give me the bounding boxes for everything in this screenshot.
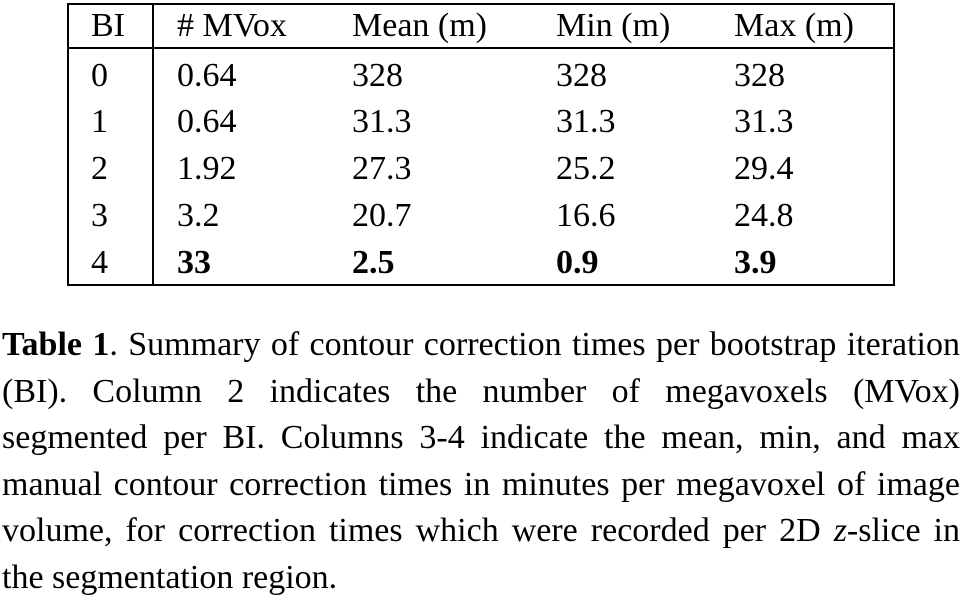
header-max: Max (m) xyxy=(734,5,893,49)
caption-text-end: -slice in the segmentation region. xyxy=(2,512,961,596)
results-table: BI # MVox Mean (m) Min (m) Max (m) 0 0.6… xyxy=(69,5,893,286)
cell-mean: 2.5 xyxy=(352,243,395,281)
table-header-row: BI # MVox Mean (m) Min (m) Max (m) xyxy=(69,5,893,49)
cell-bi: 1 xyxy=(69,98,154,145)
cell-mean: 27.3 xyxy=(352,149,412,187)
header-mean: Mean (m) xyxy=(352,5,556,49)
table-caption: Table 1. Summary of contour correction t… xyxy=(2,322,960,601)
cell-mean: 20.7 xyxy=(352,196,412,234)
cell-min: 328 xyxy=(556,56,607,94)
results-table-frame: BI # MVox Mean (m) Min (m) Max (m) 0 0.6… xyxy=(67,3,895,286)
cell-min: 31.3 xyxy=(556,102,616,140)
caption-text: Summary of contour correction times per … xyxy=(2,326,960,549)
cell-mean: 328 xyxy=(352,56,403,94)
cell-max: 31.3 xyxy=(734,102,794,140)
cell-max: 24.8 xyxy=(734,196,794,234)
cell-bi: 3 xyxy=(69,192,154,239)
cell-mvox: 1.92 xyxy=(177,149,237,187)
cell-bi: 0 xyxy=(69,48,154,98)
cell-bi: 4 xyxy=(69,239,154,286)
cell-bi: 2 xyxy=(69,145,154,192)
table-row: 3 3.2 20.7 16.6 24.8 xyxy=(69,192,893,239)
table-row-best: 4 33 2.5 0.9 3.9 xyxy=(69,239,893,286)
cell-mvox: 0.64 xyxy=(177,102,237,140)
cell-mean: 31.3 xyxy=(352,102,412,140)
cell-min: 16.6 xyxy=(556,196,616,234)
cell-max: 328 xyxy=(734,56,785,94)
cell-min: 25.2 xyxy=(556,149,616,187)
caption-label-separator: . xyxy=(109,326,118,363)
cell-mvox: 3.2 xyxy=(177,196,220,234)
cell-max: 29.4 xyxy=(734,149,794,187)
table-row: 1 0.64 31.3 31.3 31.3 xyxy=(69,98,893,145)
table-row: 2 1.92 27.3 25.2 29.4 xyxy=(69,145,893,192)
table-row: 0 0.64 328 328 328 xyxy=(69,48,893,98)
cell-mvox: 33 xyxy=(177,243,211,281)
cell-max: 3.9 xyxy=(734,243,777,281)
cell-mvox: 0.64 xyxy=(177,56,237,94)
caption-label: Table 1 xyxy=(2,326,110,363)
caption-math-variable: z xyxy=(833,512,847,549)
header-mvox: # MVox xyxy=(153,5,352,49)
cell-min: 0.9 xyxy=(556,243,599,281)
header-min: Min (m) xyxy=(556,5,734,49)
header-bi: BI xyxy=(69,5,154,49)
